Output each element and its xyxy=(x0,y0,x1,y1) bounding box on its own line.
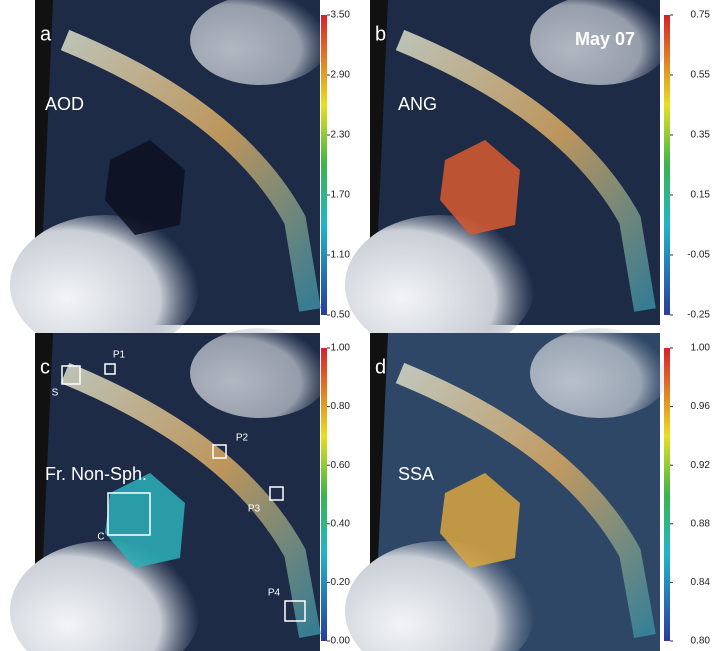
panel: 0.75 0.55 0.35 0.15 -0.05 -0.25 b ANG May 07 xyxy=(345,0,710,355)
colorbar-label: 0.60 xyxy=(331,460,351,471)
colorbar-label: 0.84 xyxy=(691,577,711,588)
colorbar-label: -0.25 xyxy=(687,310,710,321)
colorbar-label: 0.00 xyxy=(331,636,351,647)
panel-label: Fr. Non-Sph. xyxy=(45,464,147,484)
panel-label: AOD xyxy=(45,94,84,114)
colorbar-label: 0.75 xyxy=(691,10,711,21)
colorbar-label: -0.05 xyxy=(687,250,710,261)
colorbar-label: 0.88 xyxy=(691,518,711,529)
colorbar-label: 2.90 xyxy=(331,70,351,81)
colorbar-label: 0.15 xyxy=(691,190,711,201)
panel-letter: b xyxy=(375,23,386,45)
date-label: May 07 xyxy=(575,29,635,49)
sample-label: C xyxy=(97,532,104,543)
colorbar xyxy=(664,15,670,315)
panel-letter: d xyxy=(375,356,386,378)
panel: 1.00 0.96 0.92 0.88 0.84 0.80 d SSA xyxy=(345,328,710,651)
colorbar-label: 1.00 xyxy=(331,343,351,354)
colorbar-label: 1.10 xyxy=(331,250,351,261)
colorbar-label: 2.30 xyxy=(331,130,351,141)
panel-label: SSA xyxy=(398,464,434,484)
panel-label: ANG xyxy=(398,94,437,114)
colorbar xyxy=(321,348,327,641)
sample-label: P1 xyxy=(113,350,126,361)
panel-letter: a xyxy=(40,23,52,45)
panel: 1.00 0.80 0.60 0.40 0.20 0.00 c Fr. Non-Sph. S P1… xyxy=(10,328,350,651)
colorbar-label: 0.96 xyxy=(691,401,711,412)
colorbar-label: 0.80 xyxy=(331,401,351,412)
colorbar-label: 0.92 xyxy=(691,460,711,471)
colorbar-label: 0.35 xyxy=(691,130,711,141)
colorbar-label: 0.80 xyxy=(691,636,711,647)
colorbar-label: 1.70 xyxy=(331,190,351,201)
sample-label: P4 xyxy=(268,588,281,599)
sample-label: P3 xyxy=(248,504,261,515)
cloud xyxy=(190,328,330,418)
sample-label: P2 xyxy=(236,433,249,444)
colorbar-label: 0.20 xyxy=(331,577,351,588)
figure: 3.50 2.90 2.30 1.70 1.10 0.50 a AOD 0.75 0.55 0.35… xyxy=(0,0,716,651)
panel-letter: c xyxy=(40,356,50,378)
cloud xyxy=(530,328,670,418)
panel: 3.50 2.90 2.30 1.70 1.10 0.50 a AOD xyxy=(10,0,350,355)
colorbar-label: 1.00 xyxy=(691,343,711,354)
colorbar-label: 0.50 xyxy=(331,310,351,321)
colorbar-label: 0.55 xyxy=(691,70,711,81)
colorbar-label: 0.40 xyxy=(331,518,351,529)
colorbar-label: 3.50 xyxy=(331,10,351,21)
sample-label: S xyxy=(52,388,59,399)
colorbar xyxy=(664,348,670,641)
colorbar xyxy=(321,15,327,315)
